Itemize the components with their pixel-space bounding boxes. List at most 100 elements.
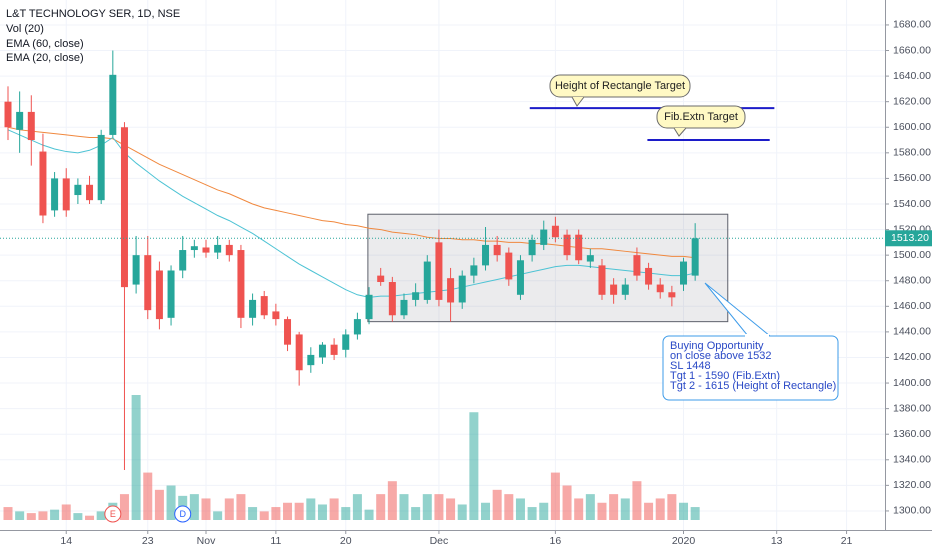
candle-body (4, 101, 12, 128)
volume-bar (539, 502, 549, 520)
volume-bar (364, 509, 374, 520)
candle-body (225, 244, 233, 256)
y-tick-label: 1300.00 (893, 505, 931, 517)
volume-bar (61, 504, 71, 520)
candle-body (470, 265, 478, 276)
y-tick-label: 1440.00 (893, 326, 931, 338)
volume-bar (469, 412, 479, 520)
volume-bar (341, 507, 351, 520)
x-tick-label: 14 (60, 535, 72, 547)
volume-bar (85, 515, 95, 520)
bubble-box (656, 105, 746, 129)
candle-body (120, 127, 128, 288)
candle-body (144, 255, 152, 311)
candle-body (16, 111, 24, 130)
indicator-label: EMA (20, close) (6, 52, 84, 64)
volume-bar (620, 498, 630, 520)
indicator-label: EMA (60, close) (6, 38, 84, 50)
candle-body (260, 296, 268, 316)
candle-body (307, 354, 315, 366)
volume-bar (352, 494, 362, 520)
candle-body (691, 238, 699, 276)
candle-body (388, 282, 396, 316)
candle-body (62, 178, 70, 211)
candle-body (214, 244, 222, 253)
event-marker (104, 505, 122, 523)
candle-body (318, 344, 326, 358)
volume-bar (143, 472, 153, 520)
volume-bar (632, 481, 642, 520)
volume-bar (154, 489, 164, 520)
candle-body (528, 239, 536, 256)
candle-body (447, 278, 455, 303)
candle-body (284, 319, 292, 345)
volume-bar (492, 489, 502, 520)
candle-body (412, 292, 420, 300)
target-label: Fib.Extn Target (664, 111, 738, 123)
volume-bar (376, 494, 386, 520)
candle-body (540, 229, 548, 245)
candle-body (551, 225, 559, 238)
volume-bar (73, 513, 83, 520)
callout-joint (745, 334, 769, 338)
candle-body (295, 334, 303, 371)
volume-bar (3, 507, 13, 520)
volume-bar (574, 498, 584, 520)
y-tick-label: 1500.00 (893, 249, 931, 261)
callout-line: Tgt 2 - 1615 (Height of Rectangle) (670, 380, 836, 392)
volume-bar (446, 498, 456, 520)
candle-body (575, 234, 583, 261)
bubble-pointer (673, 127, 687, 137)
volume-bar (131, 395, 141, 520)
last-price-tag (885, 230, 932, 247)
candle-body (342, 334, 350, 350)
volume-bar (457, 504, 467, 520)
candle-body (167, 270, 175, 318)
candle-body (668, 292, 676, 298)
y-tick-label: 1620.00 (893, 95, 931, 107)
volume-bar (667, 494, 677, 520)
callout-line: Tgt 1 - 1590 (Fib.Extn) (670, 370, 780, 382)
y-tick-label: 1400.00 (893, 377, 931, 389)
volume-bar (38, 511, 48, 520)
candle-body (645, 267, 653, 285)
candle-body (179, 250, 187, 271)
candle-body (249, 299, 257, 318)
y-tick-label: 1360.00 (893, 428, 931, 440)
volume-bar (434, 494, 444, 520)
candle-body (74, 184, 82, 196)
candle-body (353, 319, 361, 335)
y-tick-label: 1600.00 (893, 121, 931, 133)
volume-bar (50, 509, 60, 520)
volume-bar (690, 507, 700, 520)
y-tick-label: 1420.00 (893, 351, 931, 363)
candle-body (563, 234, 571, 256)
candle-body (680, 261, 688, 285)
y-tick-label: 1480.00 (893, 275, 931, 287)
volume-bar (213, 511, 223, 520)
volume-bar (248, 507, 258, 520)
volume-bar (597, 502, 607, 520)
volume-bar (562, 485, 572, 520)
volume-bar (481, 502, 491, 520)
y-tick-label: 1640.00 (893, 70, 931, 82)
candle-body (656, 284, 664, 293)
volume-bar (201, 498, 211, 520)
x-tick-label: 11 (270, 535, 281, 547)
y-tick-label: 1340.00 (893, 454, 931, 466)
volume-bar (26, 513, 36, 520)
candle-body (27, 111, 35, 141)
event-label: E (110, 509, 116, 519)
volume-bar (515, 498, 525, 520)
candle-body (423, 261, 431, 300)
y-tick-label: 1320.00 (893, 479, 931, 491)
x-tick-label: Dec (430, 535, 449, 547)
volume-bar (306, 498, 316, 520)
axes: 1300.00 1320.00 1340.00 1360.00 1380.00 1400.… (60, 19, 932, 547)
volume-bar (422, 494, 432, 520)
volume-bar (679, 502, 689, 520)
y-tick-label: 1580.00 (893, 147, 931, 159)
event-label: D (179, 509, 186, 519)
